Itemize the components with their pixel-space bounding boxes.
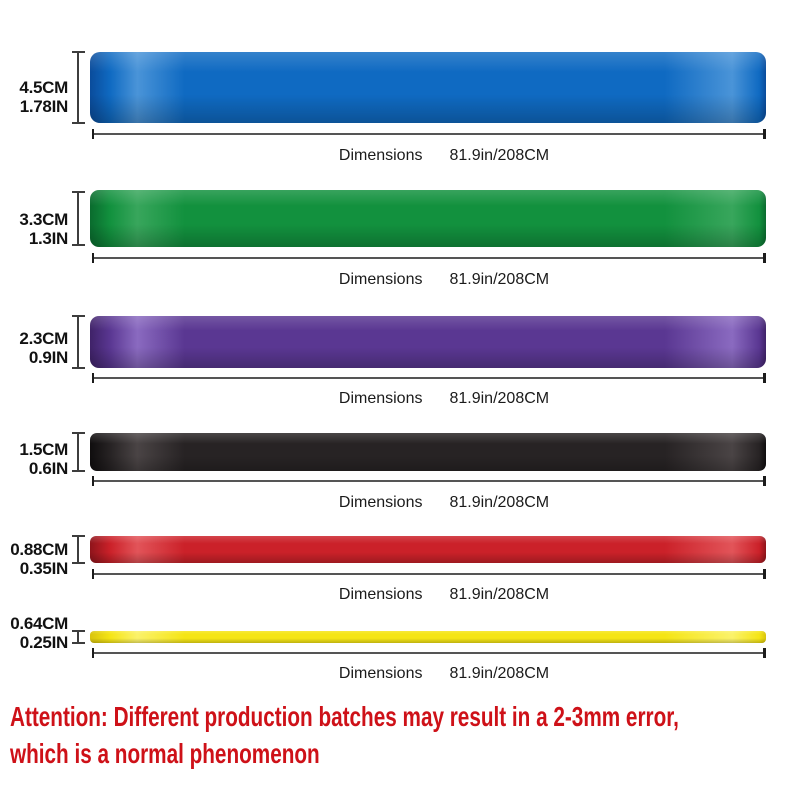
- width-label-yellow: 0.64CM 0.25IN: [0, 614, 68, 652]
- width-label-cm: 0.64CM: [10, 614, 68, 633]
- bracket-bottom-cap: [72, 122, 85, 124]
- bracket-top-cap: [72, 315, 85, 317]
- bracket-top-cap: [72, 630, 85, 632]
- width-label-red: 0.88CM 0.35IN: [0, 540, 68, 578]
- bracket-bottom-cap: [72, 367, 85, 369]
- dimension-caption-value: 81.9in/208CM: [449, 494, 550, 511]
- bracket-bottom-cap: [72, 642, 85, 644]
- dimension-left-tick: [92, 373, 94, 383]
- dimension-right-tick: [763, 569, 766, 579]
- width-label-in: 0.6IN: [28, 459, 68, 478]
- bracket-top-cap: [72, 191, 85, 193]
- attention-line-2: which is a normal phenomenon: [10, 738, 320, 769]
- bracket-stem: [77, 316, 79, 368]
- bracket-stem: [77, 536, 79, 563]
- width-bracket-icon: [72, 191, 85, 246]
- width-label-in: 1.78IN: [19, 97, 69, 116]
- length-dimension-line: [92, 253, 766, 263]
- dimension-left-tick: [92, 569, 94, 579]
- length-dimension-line: [92, 569, 766, 579]
- bracket-stem: [77, 433, 79, 471]
- dimension-caption-value: 81.9in/208CM: [449, 147, 550, 164]
- dimension-caption: Dimensions 81.9in/208CM: [90, 665, 766, 683]
- dimension-caption: Dimensions 81.9in/208CM: [90, 586, 766, 604]
- length-dimension-line: [92, 648, 766, 658]
- width-label-cm: 2.3CM: [19, 329, 68, 348]
- dimension-caption: Dimensions 81.9in/208CM: [90, 147, 766, 165]
- dimension-left-tick: [92, 476, 94, 486]
- dimension-caption: Dimensions 81.9in/208CM: [90, 271, 766, 289]
- length-dimension-line: [92, 476, 766, 486]
- width-label-blue: 4.5CM 1.78IN: [0, 78, 68, 116]
- bracket-top-cap: [72, 432, 85, 434]
- width-label-cm: 4.5CM: [19, 78, 68, 97]
- dimension-caption-label: Dimensions: [338, 271, 423, 288]
- dimension-right-tick: [763, 253, 766, 263]
- width-bracket-icon: [72, 432, 85, 472]
- bracket-top-cap: [72, 535, 85, 537]
- dimension-right-tick: [763, 476, 766, 486]
- width-label-cm: 3.3CM: [19, 210, 68, 229]
- bracket-bottom-cap: [72, 562, 85, 564]
- bracket-bottom-cap: [72, 244, 85, 246]
- width-label-cm: 0.88CM: [10, 540, 68, 559]
- dimension-caption: Dimensions 81.9in/208CM: [90, 390, 766, 408]
- dimension-caption-label: Dimensions: [338, 390, 423, 407]
- dimension-caption-label: Dimensions: [338, 494, 423, 511]
- dimension-caption-value: 81.9in/208CM: [449, 390, 550, 407]
- resistance-band-red: [90, 536, 766, 563]
- resistance-band-purple: [90, 316, 766, 368]
- length-dimension-line: [92, 373, 766, 383]
- bracket-bottom-cap: [72, 470, 85, 472]
- dimension-right-tick: [763, 129, 766, 139]
- dimension-left-tick: [92, 648, 94, 658]
- attention-line-1: Attention: Different production batches …: [10, 701, 679, 732]
- width-bracket-icon: [72, 51, 85, 124]
- dimension-caption-value: 81.9in/208CM: [449, 665, 550, 682]
- bracket-stem: [77, 192, 79, 245]
- resistance-band-green: [90, 190, 766, 247]
- width-label-cm: 1.5CM: [19, 440, 68, 459]
- width-bracket-icon: [72, 630, 85, 644]
- width-label-green: 3.3CM 1.3IN: [0, 210, 68, 248]
- dimension-caption-label: Dimensions: [338, 586, 423, 603]
- dimension-right-tick: [763, 373, 766, 383]
- width-label-purple: 2.3CM 0.9IN: [0, 329, 68, 367]
- dimension-right-tick: [763, 648, 766, 658]
- width-label-in: 0.9IN: [28, 348, 68, 367]
- dimension-caption-label: Dimensions: [338, 147, 423, 164]
- width-label-in: 1.3IN: [28, 229, 68, 248]
- width-label-in: 0.25IN: [19, 633, 69, 652]
- length-dimension-line: [92, 129, 766, 139]
- width-label-in: 0.35IN: [19, 559, 69, 578]
- width-bracket-icon: [72, 315, 85, 369]
- dimension-caption-value: 81.9in/208CM: [449, 586, 550, 603]
- width-bracket-icon: [72, 535, 85, 564]
- resistance-band-yellow: [90, 631, 766, 643]
- dimension-left-tick: [92, 253, 94, 263]
- dimension-caption: Dimensions 81.9in/208CM: [90, 494, 766, 512]
- dimension-left-tick: [92, 129, 94, 139]
- resistance-band-blue: [90, 52, 766, 123]
- dimension-caption-label: Dimensions: [338, 665, 423, 682]
- resistance-band-black: [90, 433, 766, 471]
- bracket-stem: [77, 631, 79, 643]
- bracket-stem: [77, 52, 79, 123]
- dimension-caption-value: 81.9in/208CM: [449, 271, 550, 288]
- width-label-black: 1.5CM 0.6IN: [0, 440, 68, 478]
- bracket-top-cap: [72, 51, 85, 53]
- attention-note: Attention: Different production batches …: [10, 698, 679, 772]
